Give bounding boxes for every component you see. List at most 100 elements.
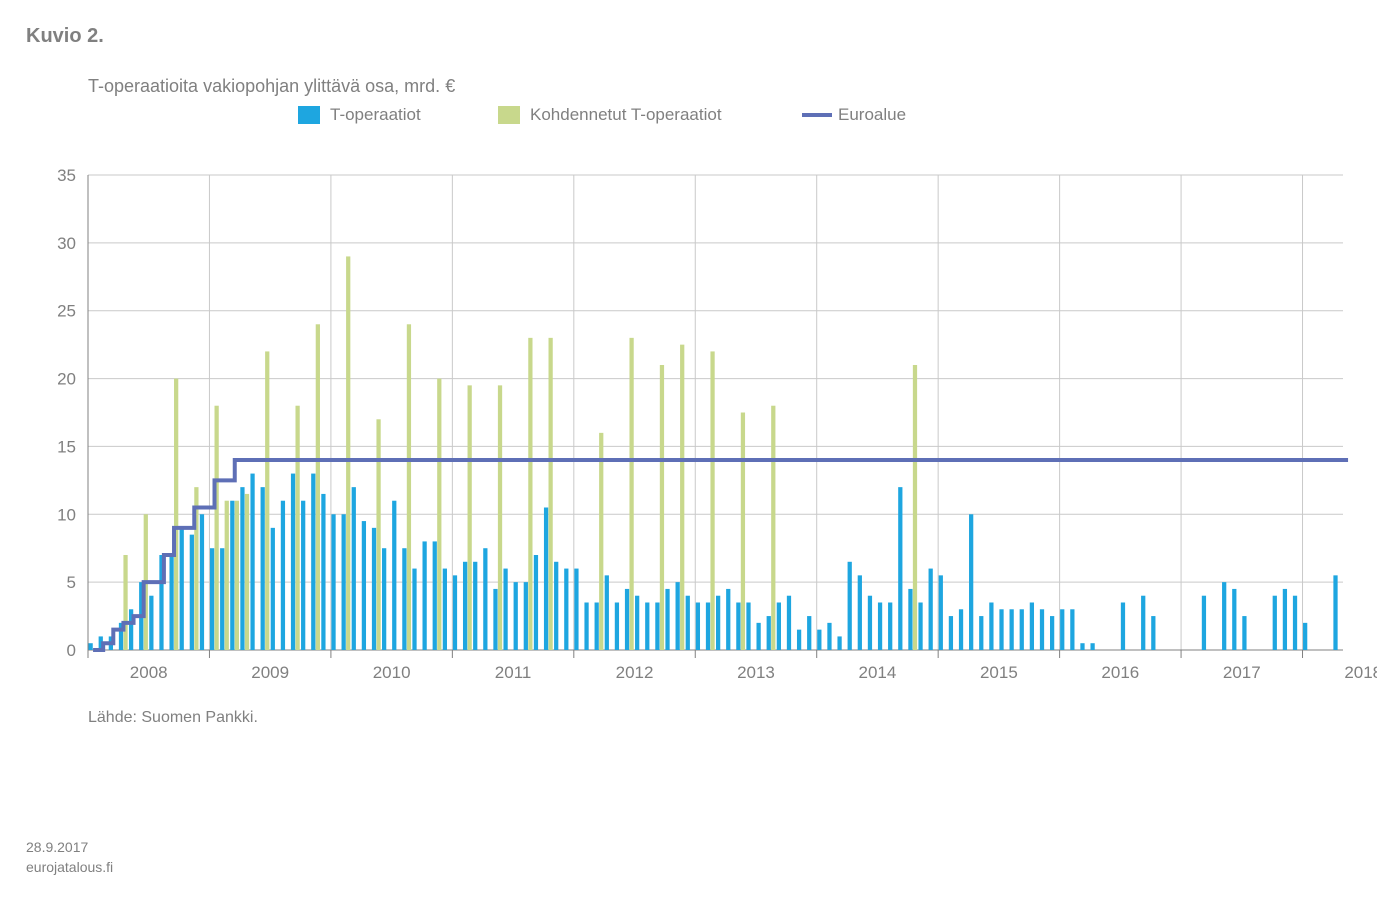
bar-green xyxy=(549,338,553,650)
bar-blue xyxy=(807,616,811,650)
bar-blue xyxy=(342,514,346,650)
footer-date: 28.9.2017 xyxy=(26,839,88,855)
chart-title: Kuvio 2. xyxy=(26,25,104,47)
bar-blue xyxy=(412,569,416,650)
bar-green xyxy=(295,406,299,650)
bar-blue xyxy=(190,535,194,650)
y-tick-label: 15 xyxy=(57,437,76,456)
bar-blue xyxy=(534,555,538,650)
bar-green xyxy=(174,379,178,650)
bar-green xyxy=(407,324,411,650)
bar-green xyxy=(629,338,633,650)
bar-green xyxy=(680,345,684,650)
bar-blue xyxy=(959,609,963,650)
bar-blue xyxy=(716,596,720,650)
bar-blue xyxy=(969,514,973,650)
bar-blue xyxy=(686,596,690,650)
legend-swatch xyxy=(298,106,320,124)
bar-blue xyxy=(949,616,953,650)
bar-blue xyxy=(797,630,801,650)
bar-blue xyxy=(483,548,487,650)
bar-green xyxy=(437,379,441,650)
bar-blue xyxy=(726,589,730,650)
bar-blue xyxy=(1040,609,1044,650)
bar-blue xyxy=(392,501,396,650)
bar-blue xyxy=(473,562,477,650)
bar-blue xyxy=(898,487,902,650)
bar-green xyxy=(123,555,127,650)
bar-blue xyxy=(736,603,740,651)
bar-blue xyxy=(584,603,588,651)
bar-blue xyxy=(1242,616,1246,650)
bar-blue xyxy=(220,548,224,650)
x-year-label: 2014 xyxy=(859,663,897,682)
bar-green xyxy=(225,501,229,650)
bar-blue xyxy=(817,630,821,650)
bar-green xyxy=(376,419,380,650)
bar-blue xyxy=(1232,589,1236,650)
source-note: Lähde: Suomen Pankki. xyxy=(88,709,258,726)
bar-blue xyxy=(321,494,325,650)
bar-green xyxy=(468,385,472,650)
bar-blue xyxy=(382,548,386,650)
bar-blue xyxy=(645,603,649,651)
footer-site: eurojatalous.fi xyxy=(26,859,113,875)
bar-blue xyxy=(372,528,376,650)
legend-label: T-operaatiot xyxy=(330,105,421,124)
bar-green xyxy=(498,385,502,650)
y-tick-label: 0 xyxy=(67,641,76,660)
bar-blue xyxy=(301,501,305,650)
bar-blue xyxy=(1333,575,1337,650)
bar-blue xyxy=(352,487,356,650)
bar-blue xyxy=(756,623,760,650)
bar-green xyxy=(771,406,775,650)
bar-blue xyxy=(362,521,366,650)
bar-blue xyxy=(281,501,285,650)
bar-blue xyxy=(746,603,750,651)
bar-blue xyxy=(706,603,710,651)
y-tick-label: 10 xyxy=(57,505,76,524)
bar-blue xyxy=(240,487,244,650)
bar-blue xyxy=(1070,609,1074,650)
bar-blue xyxy=(635,596,639,650)
bar-blue xyxy=(443,569,447,650)
bar-blue xyxy=(625,589,629,650)
bar-blue xyxy=(1020,609,1024,650)
bar-blue xyxy=(1060,609,1064,650)
bar-blue xyxy=(1090,643,1094,650)
bar-blue xyxy=(595,603,599,651)
bar-blue xyxy=(433,541,437,650)
bar-blue xyxy=(524,582,528,650)
bar-blue xyxy=(787,596,791,650)
bar-blue xyxy=(1151,616,1155,650)
bar-blue xyxy=(1080,643,1084,650)
bar-blue xyxy=(827,623,831,650)
chart-container: 0510152025303520082009201020112012201320… xyxy=(0,0,1377,900)
bar-blue xyxy=(311,474,315,650)
x-year-label: 2011 xyxy=(495,663,532,682)
bar-blue xyxy=(1303,623,1307,650)
bar-blue xyxy=(999,609,1003,650)
bar-blue xyxy=(888,603,892,651)
bar-blue xyxy=(331,514,335,650)
bar-green xyxy=(660,365,664,650)
bar-blue xyxy=(868,596,872,650)
bar-blue xyxy=(989,603,993,651)
bar-blue xyxy=(291,474,295,650)
bar-blue xyxy=(149,596,153,650)
bar-blue xyxy=(1010,609,1014,650)
bar-blue xyxy=(271,528,275,650)
bar-blue xyxy=(1121,603,1125,651)
bar-blue xyxy=(1141,596,1145,650)
legend-label: Euroalue xyxy=(838,105,906,124)
bar-blue xyxy=(230,501,234,650)
bar-blue xyxy=(402,548,406,650)
x-year-label: 2013 xyxy=(737,663,775,682)
bar-blue xyxy=(777,603,781,651)
bar-green xyxy=(913,365,917,650)
x-year-label: 2015 xyxy=(980,663,1018,682)
legend-label: Kohdennetut T-operaatiot xyxy=(530,105,722,124)
x-year-label: 2018 xyxy=(1344,663,1377,682)
bar-blue xyxy=(939,575,943,650)
bar-blue xyxy=(615,603,619,651)
